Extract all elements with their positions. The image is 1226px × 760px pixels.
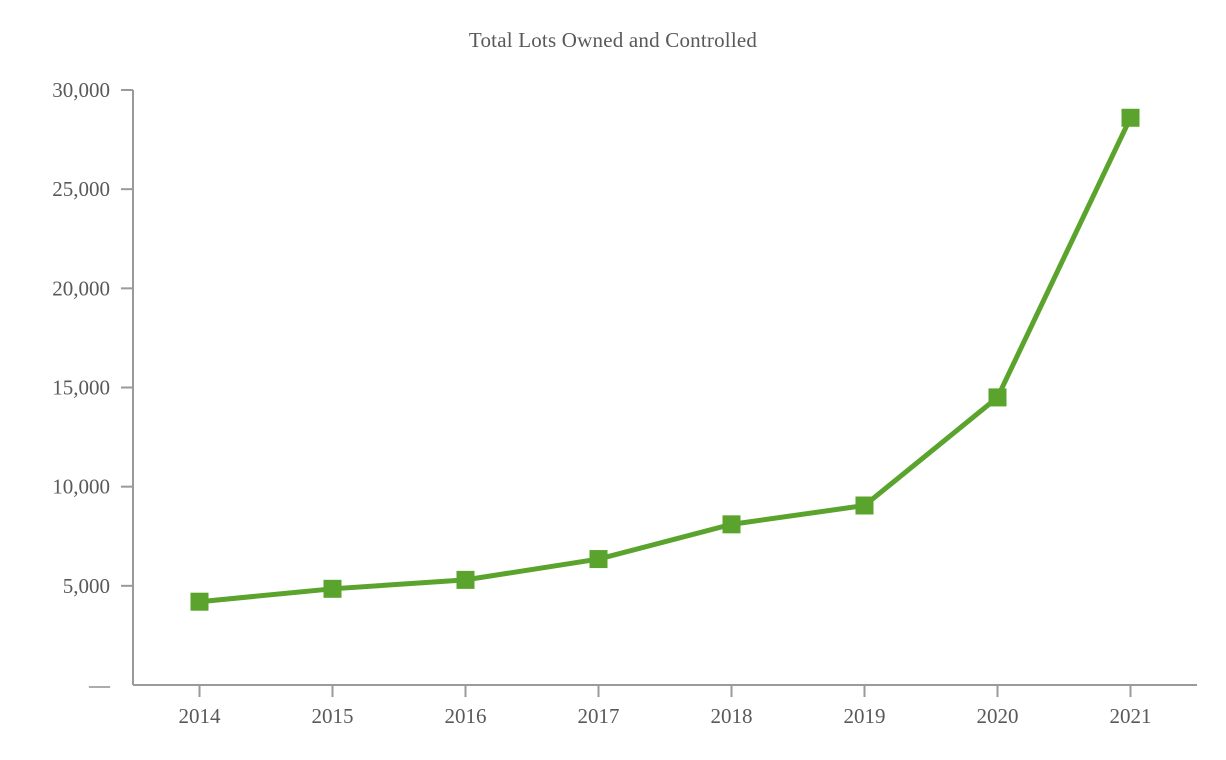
x-tick-label: 2016 [445,704,487,728]
x-tick-label: 2014 [179,704,222,728]
x-tick-label: 2019 [844,704,886,728]
data-point-marker [1121,108,1140,127]
y-tick-label: — [88,673,111,697]
chart-title: Total Lots Owned and Controlled [468,28,758,52]
y-tick-label: 30,000 [52,78,110,102]
data-point-marker [323,579,342,598]
x-tick-label: 2020 [977,704,1019,728]
data-point-marker [988,388,1007,407]
data-point-marker [722,515,741,534]
x-tick-label: 2017 [578,704,620,728]
x-tick-label: 2015 [312,704,354,728]
data-point-marker [855,496,874,515]
x-tick-label: 2018 [711,704,753,728]
data-point-marker [589,550,608,569]
data-point-marker [190,592,209,611]
y-tick-label: 15,000 [52,376,110,400]
y-tick-label: 10,000 [52,475,110,499]
x-tick-label: 2021 [1110,704,1152,728]
data-point-marker [456,570,475,589]
y-tick-label: 20,000 [52,276,110,300]
y-tick-label: 25,000 [52,177,110,201]
y-tick-label: 5,000 [63,574,110,598]
data-line [199,116,1133,605]
